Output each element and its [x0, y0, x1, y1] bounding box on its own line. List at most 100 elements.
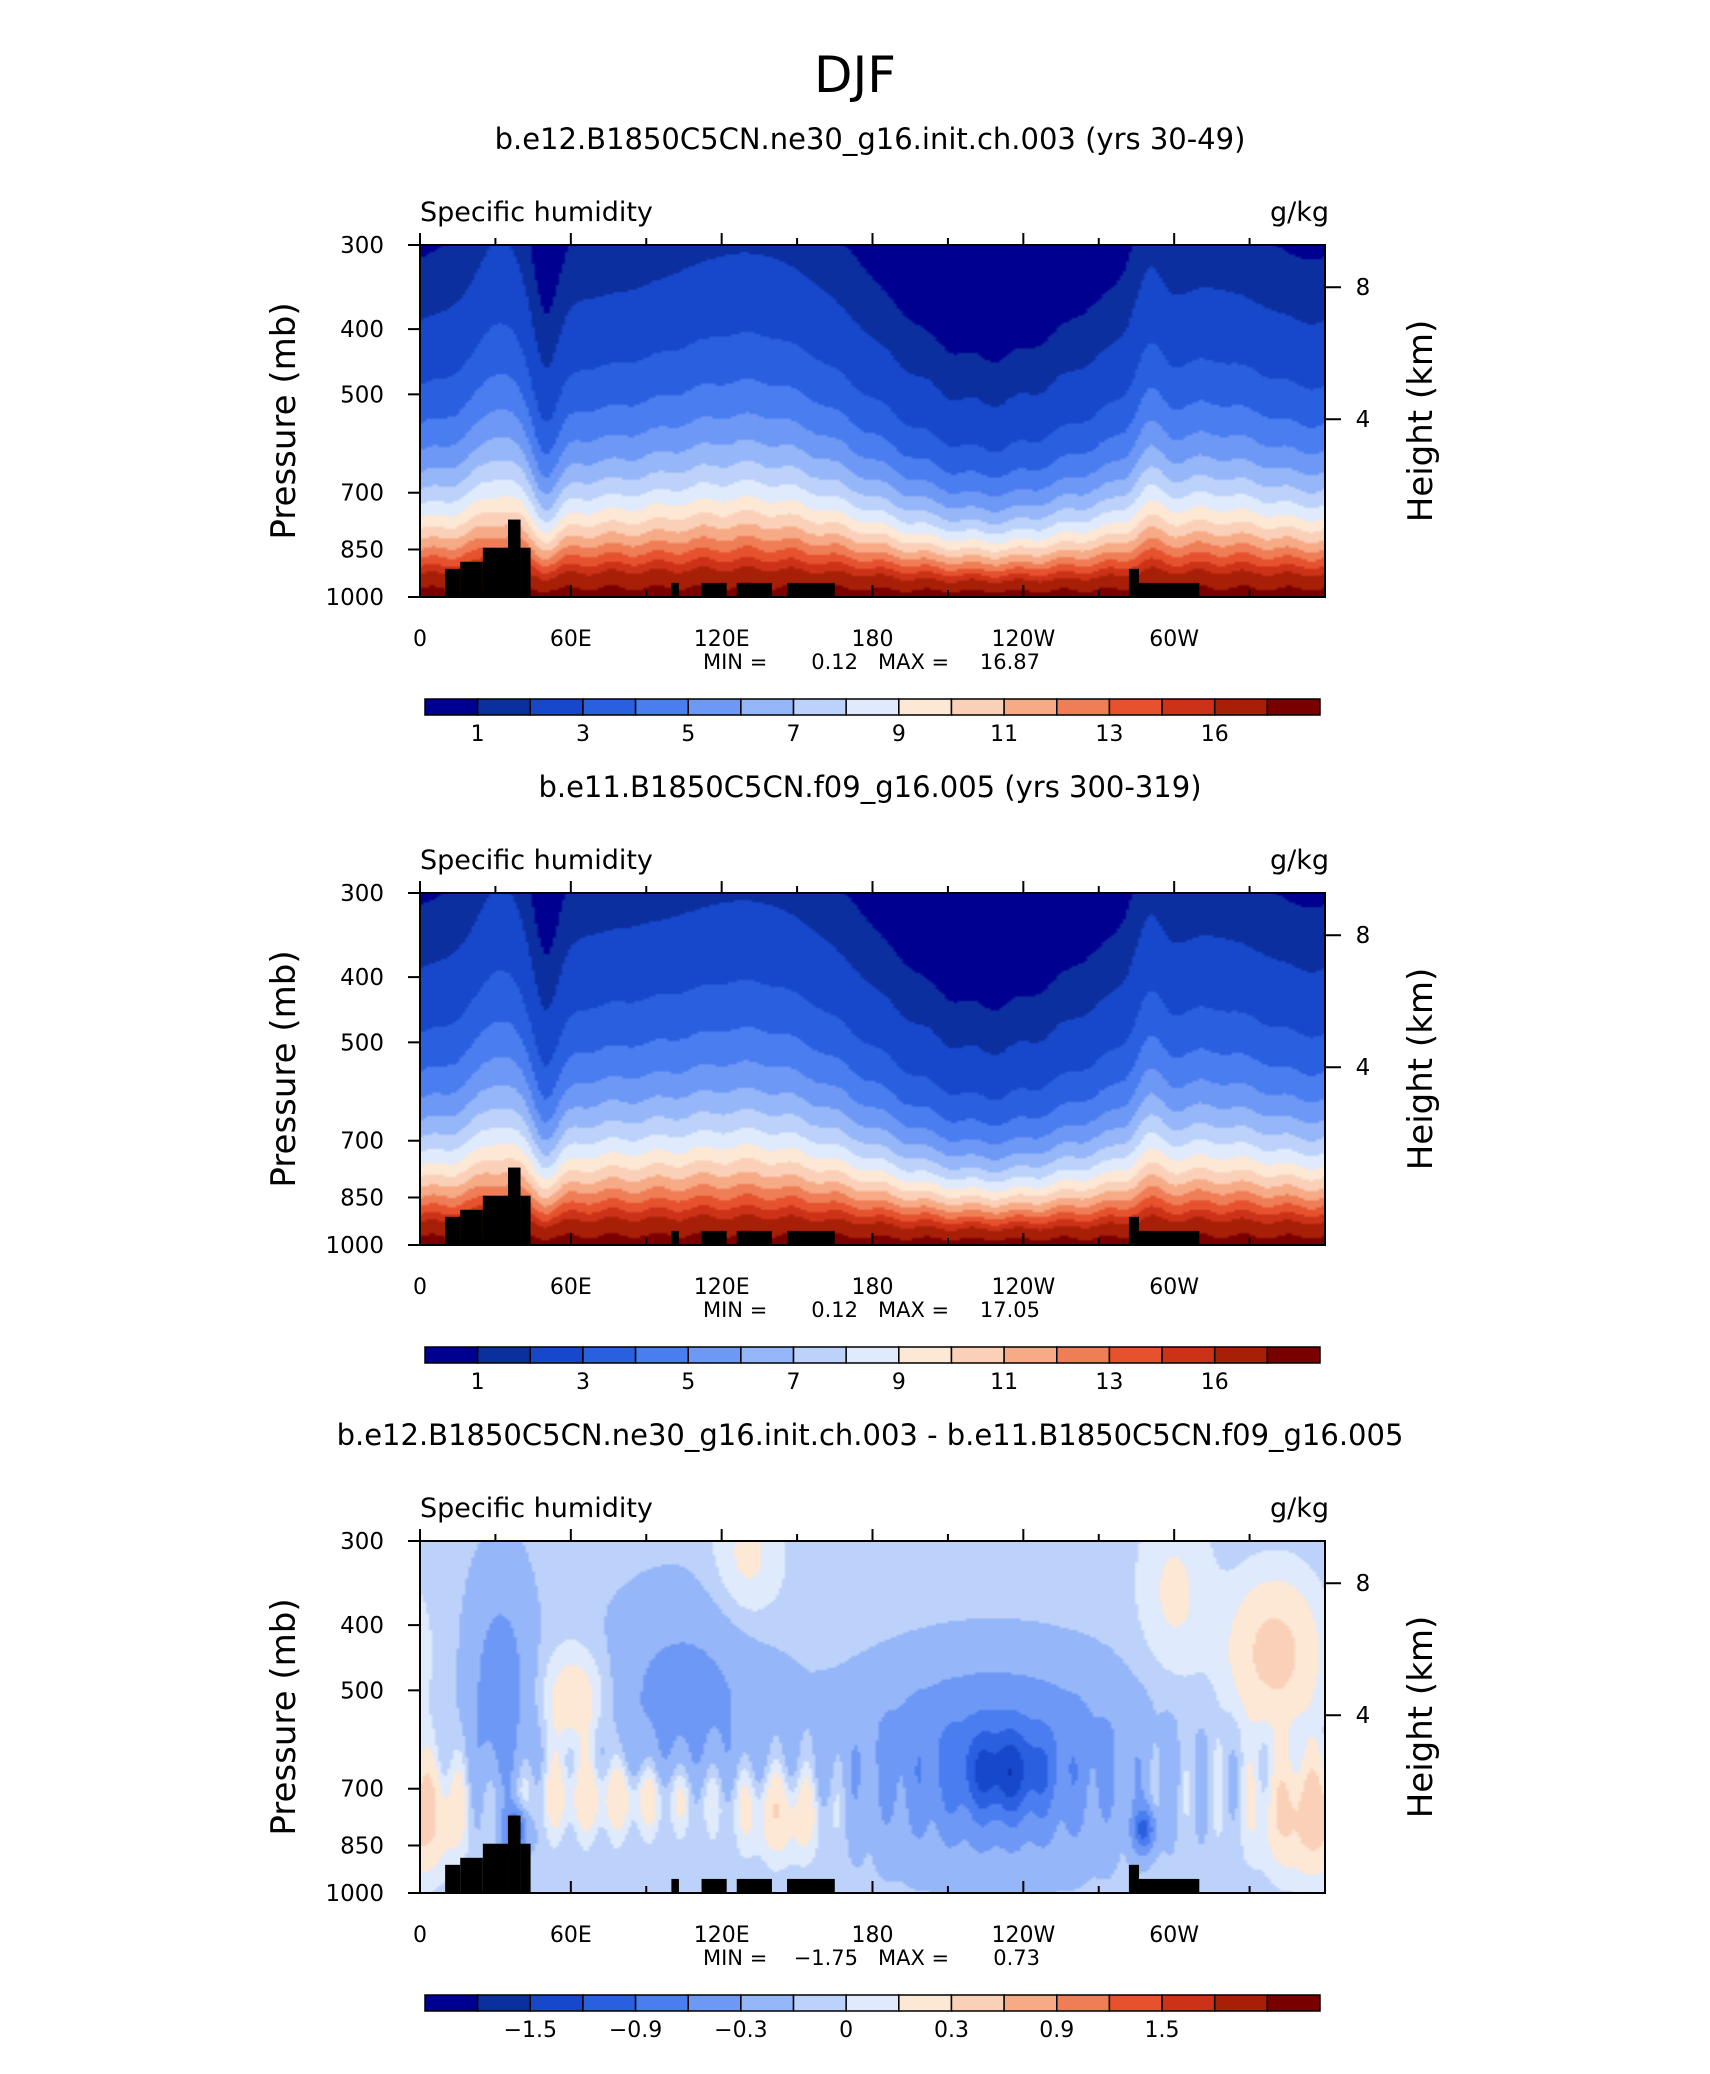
topography-block: [445, 568, 461, 597]
colorbar-box: [424, 1994, 479, 2012]
colorbar-box: [740, 698, 795, 716]
y2-axis-label: Height (km): [1401, 968, 1441, 1171]
colorbar-label: 3: [576, 1370, 590, 1395]
max-value: 16.87: [980, 650, 1040, 674]
x-tick-label: 60E: [550, 627, 592, 652]
topography-block: [482, 1195, 508, 1245]
colorbar-box: [845, 1346, 900, 1364]
topography-block: [787, 582, 835, 597]
y2-axis-label: Height (km): [1401, 320, 1441, 523]
min-value: −1.75: [794, 1946, 858, 1970]
colorbar-box: [687, 1346, 742, 1364]
colorbar-label: 1.5: [1145, 2018, 1180, 2043]
panel-right-label: g/kg: [1270, 197, 1329, 228]
topography-block: [460, 1857, 483, 1893]
panel-title: b.e11.B1850C5CN.f09_g16.005 (yrs 300-319…: [538, 770, 1201, 804]
colorbar-box: [634, 698, 689, 716]
colorbar-box: [529, 698, 584, 716]
panel-left-label: Specific humidity: [420, 1493, 653, 1524]
colorbar-box: [1056, 1346, 1111, 1364]
field-raster: [420, 245, 1325, 597]
panel-right-label: g/kg: [1270, 1493, 1329, 1524]
colorbar-box: [1161, 698, 1216, 716]
colorbar-label: 1: [471, 1370, 485, 1395]
colorbar-box: [950, 1994, 1005, 2012]
max-label: MAX =: [878, 650, 949, 674]
topography-block: [1138, 1878, 1200, 1893]
colorbar-box: [792, 1346, 847, 1364]
colorbar-label: 5: [681, 722, 695, 747]
y-tick-label: 1000: [325, 1233, 384, 1259]
y2-tick-label: 4: [1356, 407, 1371, 433]
colorbar-label: 7: [787, 1370, 801, 1395]
max-value: 17.05: [980, 1298, 1040, 1322]
colorbar-box: [1108, 698, 1163, 716]
colorbar-box: [582, 1346, 637, 1364]
x-tick-label: 60E: [550, 1275, 592, 1300]
colorbar-box: [476, 698, 532, 716]
colorbar-box: [687, 1994, 742, 2012]
y-tick-label: 700: [340, 1777, 384, 1803]
y-tick-label: 500: [340, 382, 384, 408]
colorbar-label: 13: [1095, 1370, 1123, 1395]
y-tick-label: 850: [340, 1833, 384, 1859]
x-tick-label: 0: [413, 1923, 427, 1948]
topography-block: [1128, 1216, 1139, 1245]
topography-block: [1128, 568, 1139, 597]
x-tick-label: 60W: [1149, 627, 1199, 652]
colorbar-box: [1161, 1346, 1216, 1364]
colorbar-label: 13: [1095, 722, 1123, 747]
topography-block: [736, 582, 772, 597]
colorbar-label: 3: [576, 722, 590, 747]
field-raster: [420, 1541, 1325, 1893]
x-tick-label: 120W: [991, 1275, 1055, 1300]
topography-block: [1138, 1230, 1200, 1245]
y-tick-label: 1000: [325, 585, 384, 611]
panel-right-label: g/kg: [1270, 845, 1329, 876]
colorbar-label: 16: [1201, 1370, 1229, 1395]
min-label: MIN =: [703, 1298, 767, 1322]
y-tick-label: 700: [340, 481, 384, 507]
topography-block: [520, 1195, 531, 1245]
x-tick-label: 60W: [1149, 1923, 1199, 1948]
colorbar-box: [950, 698, 1005, 716]
topography-block: [787, 1878, 835, 1893]
colorbar-label: 1: [471, 722, 485, 747]
colorbar-box: [740, 1994, 795, 2012]
y-tick-label: 700: [340, 1129, 384, 1155]
y-tick-label: 400: [340, 965, 384, 991]
x-tick-label: 0: [413, 1275, 427, 1300]
min-value: 0.12: [811, 650, 858, 674]
topography-block: [671, 1230, 679, 1245]
colorbar-label: 9: [892, 1370, 906, 1395]
panel-title: b.e12.B1850C5CN.ne30_g16.init.ch.003 (yr…: [495, 122, 1246, 156]
colorbar-label: 11: [990, 722, 1018, 747]
x-tick-label: 120E: [694, 1275, 750, 1300]
y-tick-label: 300: [340, 881, 384, 907]
colorbar-box: [898, 1994, 953, 2012]
colorbar-label: 9: [892, 722, 906, 747]
topography-block: [507, 519, 521, 597]
colorbar-label: 5: [681, 1370, 695, 1395]
topography-block: [520, 1843, 531, 1893]
min-value: 0.12: [811, 1298, 858, 1322]
colorbar-box: [1266, 1346, 1321, 1364]
panel-left-label: Specific humidity: [420, 197, 653, 228]
y2-tick-label: 8: [1356, 923, 1371, 949]
topography-block: [1138, 582, 1200, 597]
y-tick-label: 500: [340, 1678, 384, 1704]
colorbar-box: [529, 1346, 584, 1364]
colorbar-label: −1.5: [504, 2018, 557, 2043]
colorbar-box: [529, 1994, 584, 2012]
y-tick-label: 1000: [325, 1881, 384, 1907]
min-label: MIN =: [703, 650, 767, 674]
topography-block: [1128, 1864, 1139, 1893]
y-tick-label: 400: [340, 1613, 384, 1639]
colorbar-box: [845, 698, 900, 716]
topography-block: [445, 1216, 461, 1245]
colorbar-box: [1161, 1994, 1216, 2012]
colorbar-label: 0.3: [934, 2018, 969, 2043]
colorbar-box: [424, 698, 479, 716]
x-tick-label: 120W: [991, 627, 1055, 652]
y-axis-label: Pressure (mb): [264, 950, 304, 1187]
